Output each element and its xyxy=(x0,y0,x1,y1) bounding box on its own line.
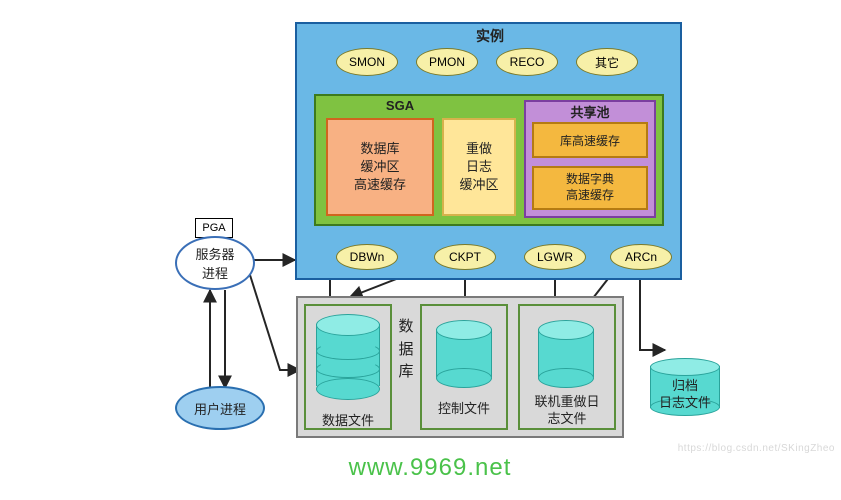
shared-pool-title: 共享池 xyxy=(560,102,620,121)
pga-tag: PGA xyxy=(195,218,233,238)
sga-title: SGA xyxy=(370,98,430,113)
proc-other: 其它 xyxy=(576,48,638,76)
proc-dbwn: DBWn xyxy=(336,244,398,270)
lib-cache-box: 库高速缓存 xyxy=(532,122,648,158)
redo-buffer-box: 重做 日志 缓冲区 xyxy=(442,118,516,216)
redo-buffer-label: 重做 日志 缓冲区 xyxy=(459,140,498,195)
redofile-cylinder xyxy=(538,320,594,384)
database-title: 数 据 库 xyxy=(396,316,416,384)
user-proc: 用户进程 xyxy=(175,386,265,430)
proc-lgwr: LGWR xyxy=(524,244,586,270)
proc-pmon-label: PMON xyxy=(429,55,465,69)
datafile-cylinder xyxy=(316,314,380,394)
ctrlfile-cylinder xyxy=(436,320,492,384)
proc-other-label: 其它 xyxy=(595,54,619,71)
server-proc-label: 服务器 进程 xyxy=(195,244,234,282)
server-proc: 服务器 进程 xyxy=(175,236,255,290)
buffer-cache-box: 数据库 缓冲区 高速缓存 xyxy=(326,118,434,216)
dict-cache-label: 数据字典 高速缓存 xyxy=(566,172,614,203)
proc-dbwn-label: DBWn xyxy=(350,250,385,264)
diagram-stage: 实例 SMON PMON RECO 其它 SGA 数据库 缓冲区 高速缓存 重做… xyxy=(0,0,841,500)
proc-pmon: PMON xyxy=(416,48,478,76)
instance-title: 实例 xyxy=(440,26,540,46)
proc-reco: RECO xyxy=(496,48,558,76)
proc-arcn-label: ARCn xyxy=(625,250,657,264)
buffer-cache-label: 数据库 缓冲区 高速缓存 xyxy=(354,140,406,195)
user-proc-label: 用户进程 xyxy=(194,399,246,418)
dict-cache-box: 数据字典 高速缓存 xyxy=(532,166,648,210)
redofile-label: 联机重做日 志文件 xyxy=(518,394,616,428)
ctrlfile-label: 控制文件 xyxy=(420,398,508,417)
proc-lgwr-label: LGWR xyxy=(537,250,573,264)
proc-ckpt: CKPT xyxy=(434,244,496,270)
proc-ckpt-label: CKPT xyxy=(449,250,481,264)
archive-label: 归档 日志文件 xyxy=(640,378,730,412)
proc-reco-label: RECO xyxy=(510,55,545,69)
pga-tag-label: PGA xyxy=(202,222,225,234)
proc-smon: SMON xyxy=(336,48,398,76)
csdn-watermark: https://blog.csdn.net/SKingZheo xyxy=(678,443,835,454)
proc-smon-label: SMON xyxy=(349,55,385,69)
datafile-label: 数据文件 xyxy=(304,410,392,429)
watermark-text: www.9969.net xyxy=(300,454,560,482)
proc-arcn: ARCn xyxy=(610,244,672,270)
lib-cache-label: 库高速缓存 xyxy=(560,132,620,149)
